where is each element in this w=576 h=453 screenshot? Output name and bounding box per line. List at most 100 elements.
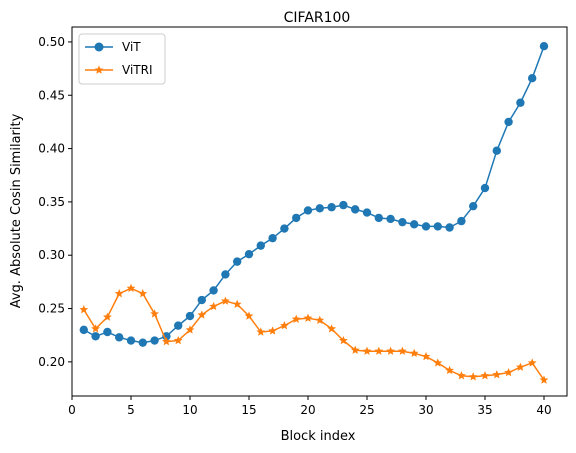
- data-point-vit: [197, 295, 206, 305]
- series-line-vitri: [83, 287, 545, 381]
- data-point-vitri: [421, 351, 431, 361]
- data-point-vitri: [197, 310, 207, 319]
- y-tick-label: 0.45: [38, 88, 65, 102]
- y-tick-label: 0.25: [38, 302, 65, 316]
- data-point-vitri: [103, 312, 112, 321]
- x-tick-label: 10: [182, 403, 197, 417]
- data-point-vit: [350, 205, 360, 214]
- y-tick-label: 0.30: [38, 248, 65, 262]
- x-tick-label: 20: [300, 403, 315, 417]
- x-tick-label: 35: [477, 403, 492, 417]
- data-point-vitri: [221, 296, 230, 305]
- data-point-vit: [315, 204, 324, 213]
- data-point-vitri: [398, 346, 407, 355]
- data-point-vit: [433, 222, 442, 231]
- data-point-vit: [386, 214, 395, 224]
- data-point-vitri: [527, 358, 537, 367]
- data-point-vit: [103, 327, 112, 337]
- data-point-vitri: [185, 325, 195, 334]
- plot-frame: [71, 26, 568, 397]
- legend-marker-vit: [94, 42, 104, 52]
- data-point-vitri: [79, 305, 89, 314]
- data-point-vitri: [516, 362, 525, 371]
- data-point-vitri: [374, 346, 384, 355]
- data-point-vit: [268, 233, 277, 243]
- data-point-vit: [126, 336, 136, 345]
- data-point-vitri: [303, 313, 313, 322]
- data-point-vit: [91, 332, 100, 341]
- x-tick-label: 5: [127, 403, 135, 417]
- x-tick-label: 25: [359, 403, 374, 417]
- data-point-vit: [221, 270, 230, 279]
- y-tick-label: 0.35: [38, 195, 65, 209]
- x-tick-label: 40: [536, 403, 551, 417]
- data-point-vit: [114, 333, 124, 342]
- data-point-vitri: [244, 311, 254, 320]
- y-axis-label: Avg. Absolute Cosin Similarity: [9, 113, 24, 308]
- legend-label-vit: ViT: [122, 40, 141, 54]
- data-point-vitri: [173, 335, 183, 345]
- data-point-vit: [445, 223, 454, 232]
- x-tick-label: 15: [241, 403, 256, 417]
- data-point-vit: [209, 286, 218, 295]
- data-point-vitri: [126, 283, 136, 293]
- data-point-vit: [468, 201, 478, 211]
- data-point-vitri: [138, 289, 148, 298]
- data-point-vit: [516, 98, 525, 107]
- x-axis: 0 5 10 15 20 25 30 35 40: [68, 396, 552, 417]
- x-axis-label: Block index: [281, 429, 356, 444]
- x-tick-label: 30: [418, 403, 433, 417]
- data-point-vit: [527, 73, 537, 83]
- data-point-vitri: [268, 326, 277, 335]
- legend: ViT ViTRI: [78, 33, 166, 85]
- data-point-vitri: [362, 346, 372, 355]
- data-point-vit: [173, 321, 183, 330]
- legend-marker-vitri: [94, 65, 104, 74]
- data-point-vit: [362, 208, 372, 217]
- data-point-vit: [398, 217, 407, 227]
- data-point-vitri: [539, 375, 549, 384]
- data-point-vitri: [504, 367, 513, 377]
- data-point-vitri: [315, 315, 325, 324]
- data-point-vit: [421, 222, 431, 231]
- data-point-vitri: [209, 301, 218, 311]
- x-tick-label: 0: [68, 403, 76, 417]
- data-point-vit: [457, 216, 466, 226]
- data-point-vitri: [256, 327, 266, 336]
- data-point-vit: [79, 325, 88, 335]
- data-point-vitri: [291, 314, 301, 323]
- plot-area: [79, 41, 549, 384]
- data-point-vitri: [162, 337, 171, 346]
- data-point-vitri: [386, 346, 395, 355]
- data-point-vit: [232, 257, 242, 266]
- series-line-vit: [83, 45, 545, 344]
- data-point-vit: [327, 203, 336, 212]
- data-point-vitri: [492, 370, 502, 379]
- data-point-vit: [256, 241, 265, 250]
- data-point-vit: [492, 146, 501, 155]
- data-point-vitri: [445, 365, 454, 375]
- data-point-vitri: [327, 324, 336, 333]
- data-point-vitri: [280, 321, 289, 330]
- data-point-vit: [244, 249, 254, 259]
- data-point-vit: [539, 41, 549, 51]
- data-point-vit: [409, 220, 419, 229]
- data-point-vitri: [114, 289, 124, 298]
- data-point-vit: [374, 213, 383, 223]
- y-axis: 0.20 0.25 0.30 0.35 0.40 0.45 0.50: [38, 35, 72, 369]
- data-point-vit: [150, 336, 159, 345]
- data-point-vitri: [468, 372, 478, 381]
- data-point-vitri: [150, 309, 159, 318]
- data-point-vit: [339, 200, 348, 210]
- data-point-vitri: [480, 371, 490, 380]
- chart-title: CIFAR100: [284, 10, 351, 26]
- data-point-vit: [303, 206, 313, 215]
- data-point-vitri: [350, 345, 360, 354]
- y-tick-label: 0.40: [38, 142, 65, 156]
- data-point-vit: [280, 224, 289, 233]
- data-point-vitri: [232, 299, 242, 308]
- data-point-vit: [480, 183, 490, 193]
- data-point-vit: [185, 311, 195, 321]
- y-tick-label: 0.50: [38, 35, 65, 49]
